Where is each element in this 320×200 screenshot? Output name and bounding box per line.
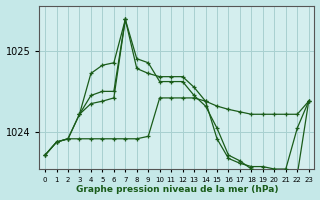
X-axis label: Graphe pression niveau de la mer (hPa): Graphe pression niveau de la mer (hPa) [76, 185, 278, 194]
